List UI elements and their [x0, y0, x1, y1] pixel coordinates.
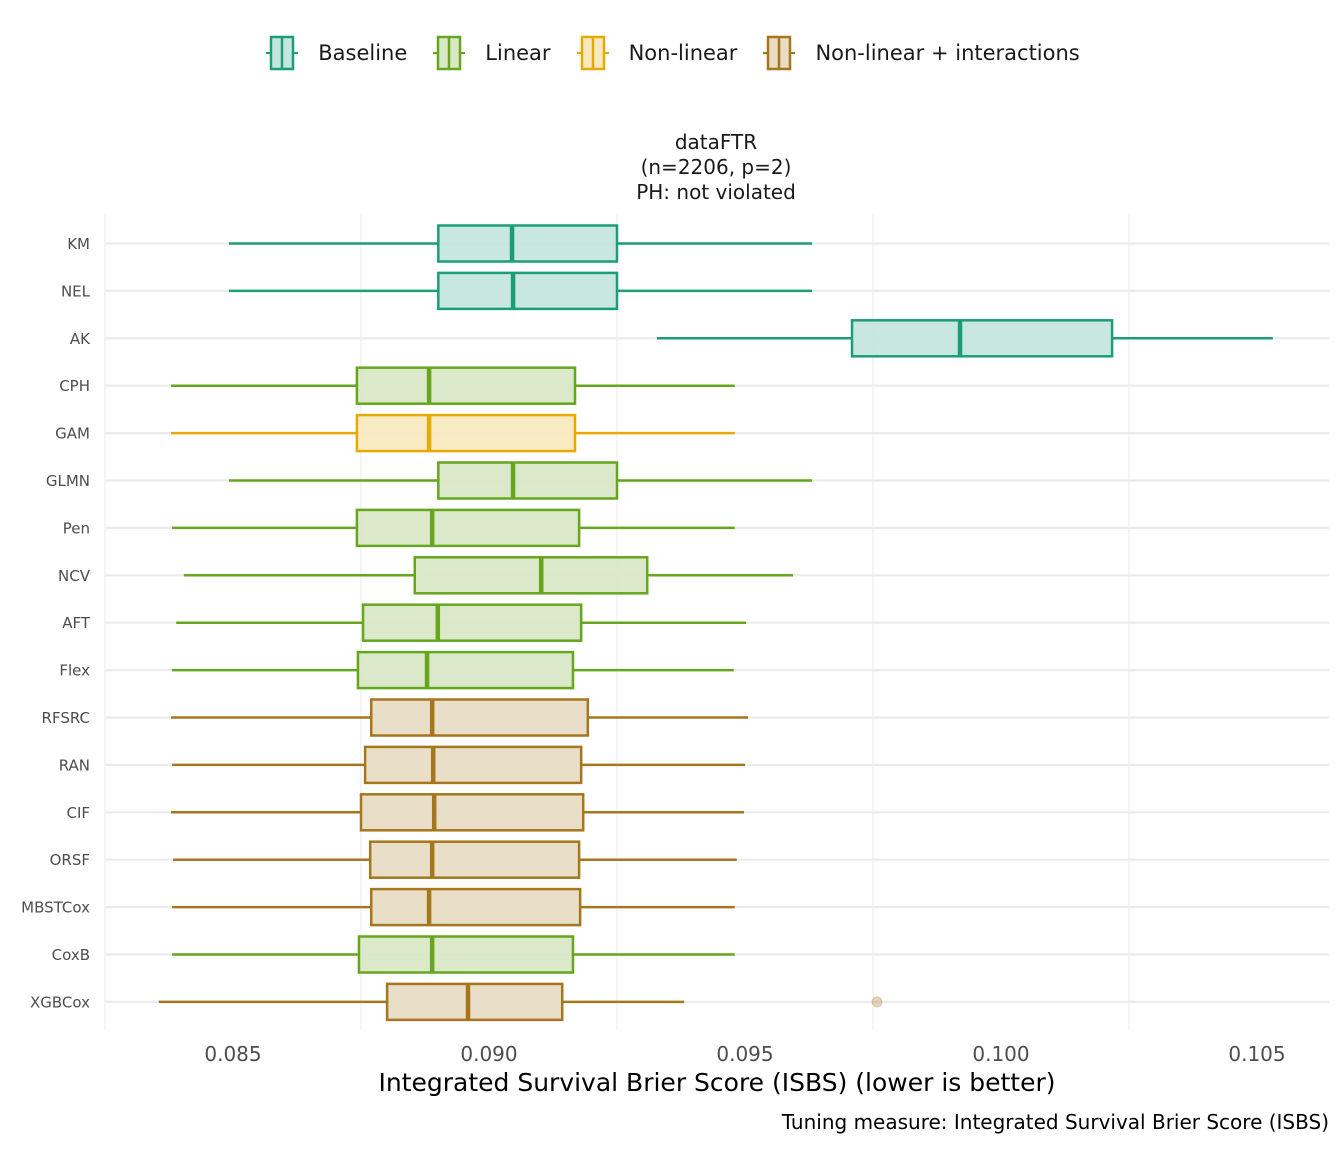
y-tick-label: Flex: [59, 662, 90, 680]
box-ran: [363, 745, 583, 785]
y-tick-label: KM: [67, 235, 90, 253]
y-tick-label: XGBCox: [30, 993, 90, 1011]
caption: Tuning measure: Integrated Survival Brie…: [781, 1110, 1329, 1134]
box-coxb: [357, 935, 575, 974]
box-orsf: [368, 840, 581, 879]
y-tick-label: MBSTCox: [21, 899, 90, 917]
facet-title-ph: PH: not violated: [636, 180, 796, 204]
x-tick-label: 0.085: [204, 1042, 261, 1066]
y-tick-label: GAM: [55, 425, 90, 443]
legend-label: Linear: [485, 41, 551, 65]
y-tick-label: NCV: [58, 567, 91, 585]
facet-title-dataset: dataFTR: [674, 130, 758, 154]
x-tick-label: 0.090: [460, 1042, 517, 1066]
y-tick-label: AK: [70, 330, 91, 348]
box-glmn: [437, 461, 619, 500]
box-cif: [359, 793, 585, 832]
x-tick-label: 0.105: [1228, 1042, 1285, 1066]
box-nel: [437, 271, 619, 311]
y-tick-label: RAN: [59, 756, 90, 774]
legend-key-icon: [576, 35, 609, 71]
y-tick-label: Pen: [63, 519, 90, 537]
y-tick-label: NEL: [61, 282, 91, 300]
x-axis-title: Integrated Survival Brier Score (ISBS) (…: [378, 1068, 1056, 1097]
y-tick-label: CPH: [59, 377, 90, 395]
box-gam: [355, 413, 577, 453]
x-tick-label: 0.100: [972, 1042, 1029, 1066]
box-aft: [361, 603, 583, 642]
legend-label: Baseline: [318, 41, 408, 65]
facet-title-dims: (n=2206, p=2): [640, 155, 792, 179]
box-mbstcox: [369, 887, 582, 927]
box-pen: [355, 508, 581, 548]
y-tick-label: RFSRC: [42, 709, 90, 727]
box-ak: [850, 319, 1114, 358]
facet-title: dataFTR (n=2206, p=2) PH: not violated: [516, 130, 916, 205]
legend-label: Non-linear: [628, 41, 738, 65]
box-km: [437, 224, 619, 263]
legend-item: Non-linear: [575, 33, 738, 73]
legend-item: Non-linear + interactions: [761, 33, 1080, 73]
legend-key-icon: [266, 35, 299, 71]
x-tick-label: 0.095: [716, 1042, 773, 1066]
y-tick-label: CoxB: [52, 946, 90, 964]
y-tick-label: GLMN: [46, 472, 90, 490]
box-flex: [356, 650, 575, 690]
box-rfsrc: [369, 698, 590, 737]
legend-key-icon: [433, 35, 466, 71]
y-tick-label: ORSF: [50, 851, 90, 869]
legend-key-icon: [763, 35, 796, 71]
y-tick-label: AFT: [62, 614, 91, 632]
legend-item: Baseline: [264, 33, 407, 73]
legend-item: Linear: [431, 33, 551, 73]
legend: Baseline Linear Non-linear Non-linear + int…: [0, 30, 1344, 76]
box-xgbcox: [385, 982, 564, 1022]
legend-label: Non-linear + interactions: [815, 41, 1080, 65]
box-cph: [355, 366, 577, 405]
y-tick-label: CIF: [66, 804, 90, 822]
outlier-point: [871, 996, 883, 1008]
box-ncv: [413, 556, 649, 595]
